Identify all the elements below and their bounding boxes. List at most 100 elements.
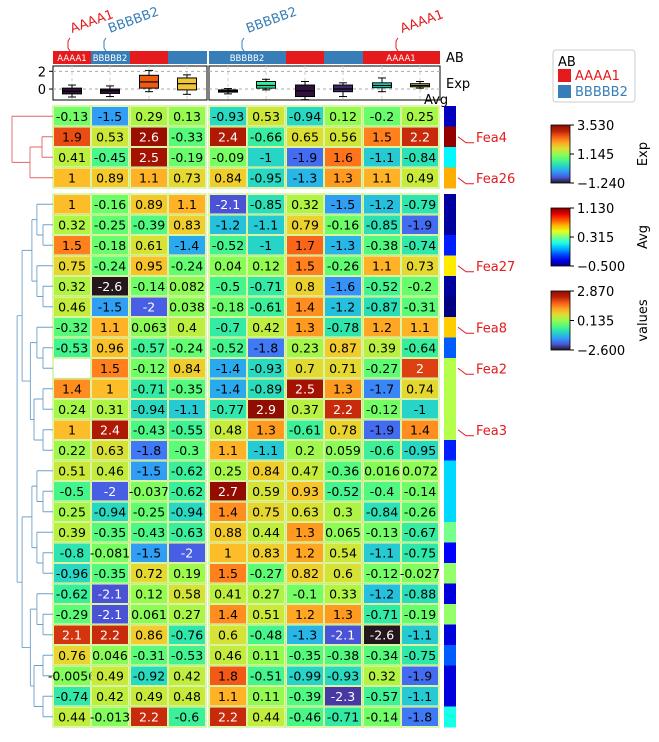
heatmap-cell-label: -0.92 [133, 668, 165, 683]
heatmap-cell-label: -0.74 [404, 238, 436, 253]
heatmap-cell [364, 584, 400, 603]
heatmap-cell-label: 0.8 [295, 279, 315, 294]
heatmap-cell [325, 564, 361, 583]
heatmap-cell [210, 625, 246, 644]
heatmap-cell-label: 2.7 [218, 484, 238, 499]
heatmap-cell-label: 0.93 [291, 484, 319, 499]
heatmap-cell [248, 646, 284, 665]
heatmap-cell [287, 107, 323, 126]
heatmap-cell-label: -0.43 [133, 525, 165, 540]
heatmap-cell-label: 1.5 [218, 566, 238, 581]
heatmap-cell-label: 1.5 [62, 238, 82, 253]
colorbar-values [550, 290, 571, 351]
heatmap-cell-label: 0.2 [295, 443, 315, 458]
heatmap-cell [287, 441, 323, 460]
dendro-branch [36, 470, 53, 502]
ab-cell-label: AAAA1 [386, 54, 415, 64]
heatmap-cell-label: 0.39 [368, 340, 396, 355]
heatmap-cell-label: 0.44 [252, 525, 280, 540]
heatmap-cell [92, 318, 128, 337]
heatmap-cell-label: 0.88 [214, 525, 242, 540]
heatmap-cell-label: 1.5 [372, 129, 392, 144]
heatmap-cell-label: 0.58 [173, 586, 201, 601]
heatmap-cell-border [90, 705, 130, 728]
heatmap-cell-label: 0.6 [333, 566, 353, 581]
heatmap-cell-label: 0.082 [169, 279, 205, 294]
heatmap-cell-label: -1.3 [331, 238, 355, 253]
heatmap-cell-label: 0.24 [58, 402, 86, 417]
feature-label: Fea26 [476, 172, 515, 187]
heatmap-cell [364, 564, 400, 583]
heatmap-cell [325, 297, 361, 316]
dendro-branch [36, 203, 53, 236]
heatmap-cell-label: 0.29 [135, 109, 163, 124]
heatmap-cell [402, 666, 438, 685]
heatmap-cell [402, 148, 438, 167]
heatmap-cell [210, 543, 246, 562]
heatmap-cell [210, 646, 246, 665]
heatmap-cell-label: -0.19 [171, 150, 203, 165]
heatmap-cell [402, 359, 438, 378]
heatmap-cell [325, 215, 361, 234]
heatmap-cell [92, 338, 128, 357]
heatmap-cell [169, 646, 205, 665]
heatmap-cell-label: 1.1 [139, 170, 159, 185]
heatmap-cell-label: -0.71 [133, 381, 165, 396]
heatmap-cell-label: 0.56 [329, 129, 357, 144]
heatmap-cell [287, 605, 323, 624]
dendro-branch [42, 613, 53, 636]
heatmap-cell [92, 148, 128, 167]
heatmap-cell-label: 0.72 [135, 566, 163, 581]
feature-leader [457, 367, 474, 375]
heatmap-cell-label: 0.061 [131, 607, 167, 622]
heatmap-cell [54, 215, 90, 234]
heatmap-cell-label: -1.9 [293, 150, 317, 165]
heatmap-cell [169, 148, 205, 167]
heatmap-cell-label: 1.5 [100, 361, 120, 376]
heatmap-cell-label: -0.09 [212, 150, 244, 165]
heatmap-cell-label: 2.2 [410, 129, 430, 144]
heatmap-cell [287, 127, 323, 146]
heatmap-cell [131, 564, 167, 583]
heatmap-cell [54, 127, 90, 146]
heatmap-cell-label: -0.62 [171, 463, 203, 478]
heatmap-cell [169, 256, 205, 275]
heatmap-cell [364, 666, 400, 685]
feature-leader [457, 429, 474, 437]
heatmap-cell-label: -0.27 [250, 566, 282, 581]
heatmap-cell [364, 195, 400, 214]
heatmap-cell [364, 168, 400, 187]
feature-leader [457, 177, 474, 185]
ab-cell-label: BBBBB2 [93, 54, 128, 64]
avg-cell [444, 255, 456, 277]
heatmap-cell-label: -0.71 [366, 607, 398, 622]
heatmap-cell [402, 441, 438, 460]
heatmap-cell [169, 461, 205, 480]
heatmap-cell [364, 400, 400, 419]
heatmap-cell [169, 687, 205, 706]
heatmap-cell [364, 107, 400, 126]
heatmap-cell [169, 707, 205, 726]
avg-cell [444, 563, 456, 584]
heatmap-cell [248, 256, 284, 275]
heatmap-cell [92, 441, 128, 460]
feature-leader [457, 136, 474, 144]
heatmap-cell-label: 1.4 [218, 504, 238, 519]
heatmap-cell [364, 215, 400, 234]
heatmap-cell [287, 195, 323, 214]
heatmap-cell [364, 148, 400, 167]
avg-cell [444, 604, 456, 625]
heatmap-cell [325, 127, 361, 146]
heatmap-cell-label: -0.64 [404, 340, 436, 355]
heatmap-cell [248, 318, 284, 337]
heatmap-cell-label: -0.53 [171, 648, 203, 663]
heatmap-cell [54, 277, 90, 296]
heatmap-cell [210, 236, 246, 255]
colorbar-tick-label: −2.600 [577, 344, 625, 359]
heatmap-cell-label: 0.32 [291, 197, 319, 212]
heatmap-cell-label: 0.82 [291, 566, 319, 581]
heatmap-cell-label: 0.53 [252, 109, 280, 124]
heatmap-cell-label: -1.2 [331, 299, 355, 314]
dendro-branch [16, 315, 23, 583]
heatmap-cell [325, 543, 361, 562]
